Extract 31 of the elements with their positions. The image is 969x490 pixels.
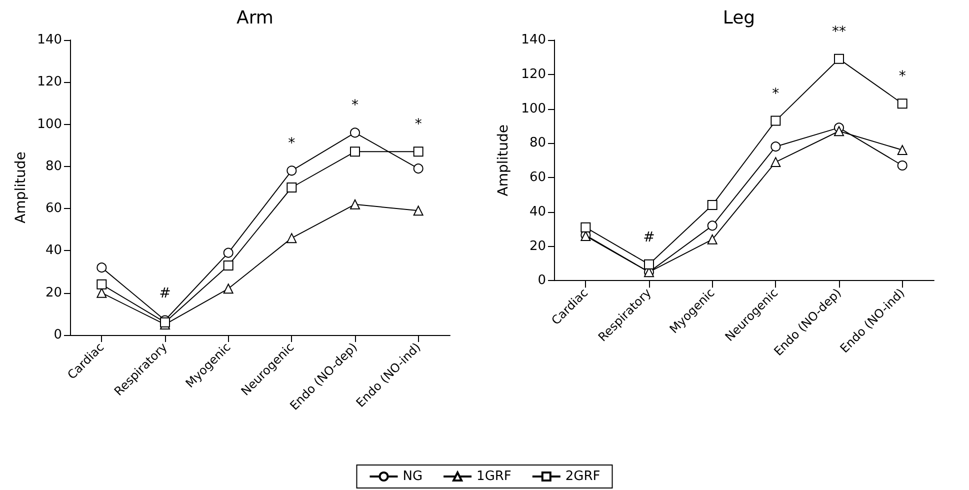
legend-label: NG	[402, 469, 423, 484]
chart-title: Leg	[722, 8, 756, 28]
y-tick-label: 40	[529, 204, 546, 220]
y-tick-label: 100	[521, 101, 546, 116]
y-tick-label: 140	[521, 32, 546, 48]
annotation: *	[414, 116, 422, 133]
annotation: *	[288, 136, 296, 152]
y-tick-label: 0	[538, 273, 546, 288]
chart-title: Arm	[236, 8, 274, 28]
annotation: **	[832, 24, 846, 40]
annotation: *	[898, 68, 906, 85]
annotation: *	[352, 98, 358, 114]
annotation: #	[643, 229, 655, 246]
y-tick-label: 80	[529, 136, 546, 151]
y-tick-label: 20	[45, 285, 62, 300]
legend-label: 1GRF	[476, 469, 512, 484]
y-tick-label: 40	[45, 243, 62, 258]
y-tick-label: 120	[521, 66, 546, 82]
y-tick-label: 120	[37, 74, 62, 90]
y-tick-label: 20	[529, 238, 546, 254]
y-axis-title: Amplitude	[13, 152, 29, 224]
legend-label: 2GRF	[565, 469, 600, 484]
y-tick-label: 60	[45, 201, 62, 216]
y-tick-label: 100	[37, 116, 62, 132]
y-tick-label: 80	[45, 158, 62, 174]
annotation: *	[772, 86, 780, 102]
y-tick-label: 60	[529, 170, 546, 186]
y-tick-label: 0	[54, 328, 62, 342]
y-tick-label: 140	[37, 32, 62, 48]
annotation: #	[159, 285, 171, 302]
y-axis-title: Amplitude	[495, 124, 512, 196]
